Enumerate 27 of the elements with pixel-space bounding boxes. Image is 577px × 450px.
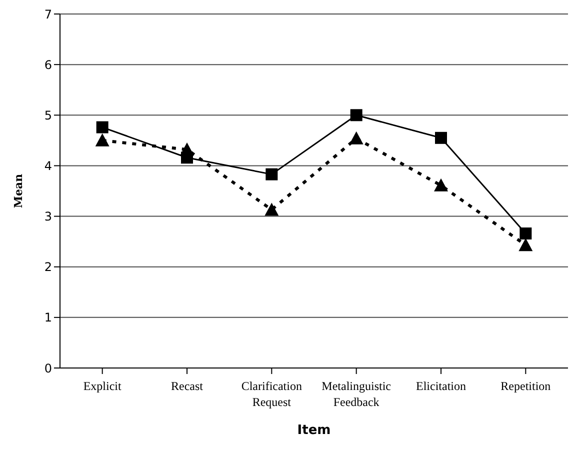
- point: [520, 227, 532, 240]
- y-axis-title: Mean: [12, 174, 25, 208]
- point: [350, 109, 362, 122]
- y-tick-label: 7: [44, 7, 52, 22]
- point: [518, 238, 533, 252]
- x-tick-label: Metalinguistic Feedback: [322, 379, 391, 409]
- y-tick-label: 0: [44, 361, 52, 376]
- x-tick-label: Elicitation: [416, 379, 466, 393]
- x-tick-label: Recast: [171, 379, 204, 393]
- y-tick-label: 3: [44, 210, 52, 224]
- point: [180, 142, 194, 156]
- point: [435, 132, 447, 144]
- point: [349, 131, 364, 144]
- x-axis-title: Item: [297, 423, 331, 438]
- point: [95, 133, 110, 146]
- point: [266, 168, 278, 180]
- y-tick-label: 1: [44, 310, 52, 325]
- y-tick-label: 2: [44, 260, 52, 274]
- y-tick-label: 5: [44, 108, 52, 122]
- point: [434, 178, 448, 192]
- y-tick-label: 4: [44, 158, 52, 173]
- point: [96, 121, 108, 134]
- x-tick-label: Clarification Request: [241, 379, 302, 409]
- y-tick-label: 6: [44, 58, 52, 72]
- x-tick-label: Repetition: [500, 379, 551, 393]
- point: [264, 202, 279, 216]
- x-tick-label: Explicit: [83, 379, 122, 393]
